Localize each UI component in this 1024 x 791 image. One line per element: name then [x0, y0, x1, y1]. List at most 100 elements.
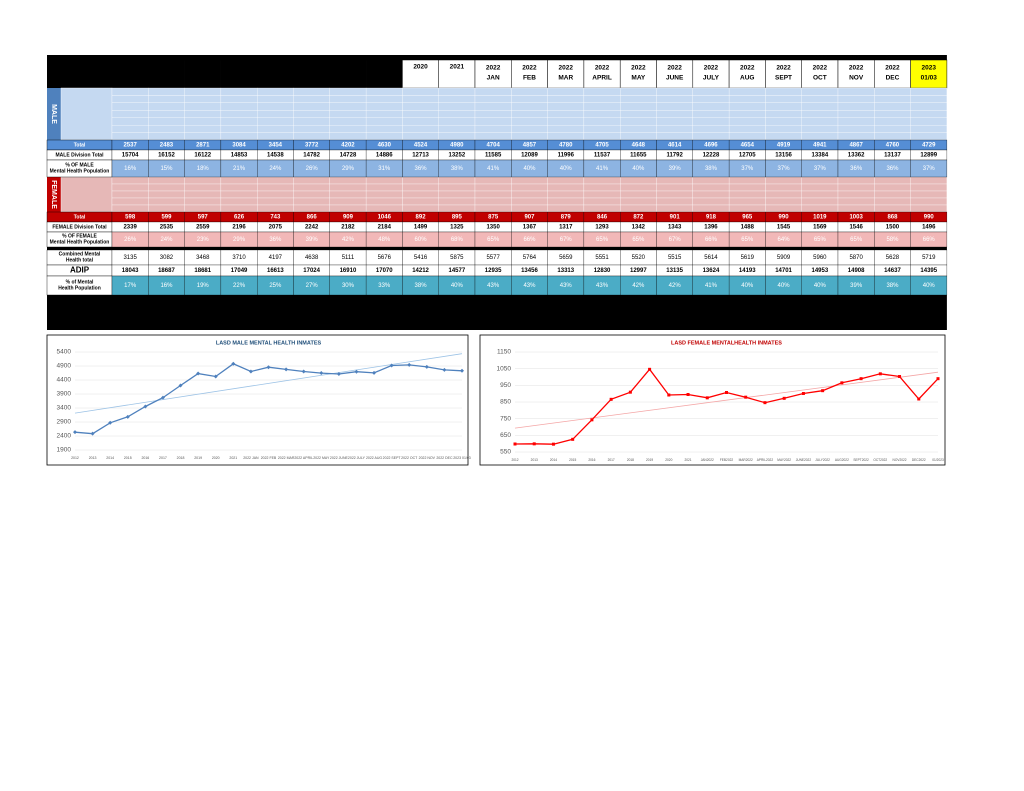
male-detail-cell: [365, 102, 403, 111]
male-detail-cell: [728, 124, 766, 133]
male-detail-cell: [511, 110, 548, 118]
header-cell: [656, 59, 694, 89]
data-point: [389, 363, 394, 368]
row-label-line: % OF MALE: [65, 163, 94, 169]
separator: [47, 247, 947, 250]
male-detail-cell: [438, 132, 476, 141]
cell-value: 14701: [775, 268, 792, 274]
male-detail-cell: [874, 132, 911, 141]
male-detail-cell: [620, 117, 657, 126]
cell-value: 15704: [122, 153, 139, 159]
female-detail-cell: [402, 197, 439, 206]
x-tick-label: 01/2023: [932, 458, 944, 462]
data-point: [301, 369, 306, 374]
row-label-line: Combined Mental: [59, 252, 101, 258]
x-tick-label: 2018: [627, 458, 634, 462]
male-detail-cell: [692, 95, 730, 104]
male-detail-cell: [293, 102, 330, 111]
cell-value: 37%: [778, 166, 791, 172]
male-detail-cell: [293, 95, 330, 104]
male-detail-cell: [438, 117, 476, 126]
cell-value: 5416: [414, 255, 428, 261]
cell-value: 42%: [632, 283, 645, 289]
female-detail-cell: [438, 190, 476, 199]
header-cell: [365, 59, 403, 89]
male-detail-cell: [547, 110, 585, 118]
cell-value: 38%: [886, 283, 899, 289]
male-detail-cell: [111, 132, 149, 141]
female-detail-cell: [656, 183, 693, 192]
male-detail-cell: [148, 117, 185, 126]
cell-value: 1317: [559, 225, 573, 231]
female-detail-cell: [583, 183, 621, 192]
x-tick-label: JULY2022: [815, 458, 830, 462]
cell-value: 597: [198, 215, 209, 221]
female-detail-cell: [293, 197, 330, 206]
cell-value: 2242: [305, 225, 319, 231]
female-detail-cell: [511, 176, 548, 185]
cell-value: 18043: [122, 268, 139, 274]
cell-value: 40%: [814, 283, 827, 289]
female-detail-cell: [184, 176, 222, 185]
cell-value: 24%: [269, 166, 282, 172]
cell-value: 66%: [923, 237, 936, 243]
cell-value: 1546: [849, 225, 863, 231]
cell-value: 14953: [812, 268, 829, 274]
cell-value: 5960: [813, 255, 827, 261]
header-cell: [910, 59, 948, 89]
data-point: [878, 372, 882, 376]
male-detail-cell: [656, 95, 693, 104]
male-detail-cell: [148, 102, 185, 111]
row-label: MALE Division Total: [56, 152, 105, 158]
x-tick-label: 2022 FEB: [261, 456, 277, 460]
x-tick-label: 2016: [588, 458, 595, 462]
male-detail-side-label: MALE: [50, 104, 57, 124]
cell-value: 40%: [523, 166, 536, 172]
cell-value: 27%: [306, 283, 319, 289]
cell-value: 58%: [886, 237, 899, 243]
cell-value: 1499: [414, 225, 428, 231]
data-point: [609, 397, 613, 401]
male-detail-cell: [765, 102, 802, 111]
female-detail-cell: [220, 176, 258, 185]
male-detail-cell: [837, 132, 875, 141]
male-detail-cell: [148, 124, 185, 133]
male-detail-cell: [474, 117, 512, 126]
cell-value: 1569: [813, 225, 827, 231]
y-tick-label: 5400: [57, 349, 72, 356]
female-detail-cell: [656, 190, 693, 199]
cell-value: 868: [887, 215, 898, 221]
cell-value: 14853: [231, 153, 248, 159]
female-detail-cell: [837, 197, 875, 206]
data-point: [744, 395, 748, 399]
cell-value: 15%: [160, 166, 173, 172]
cell-value: 3468: [196, 255, 210, 261]
female-detail-cell: [293, 204, 330, 213]
data-point: [160, 395, 165, 400]
header-month: APRIL: [592, 75, 612, 82]
female-detail-cell: [402, 176, 439, 185]
female-detail-cell: [511, 183, 548, 192]
male-detail-cell: [692, 102, 730, 111]
cell-value: 2535: [160, 225, 174, 231]
female-detail-cell: [402, 183, 439, 192]
x-tick-label: 2014: [106, 456, 114, 460]
y-tick-label: 3400: [57, 405, 72, 412]
male-detail-cell: [329, 117, 367, 126]
header-month: OCT: [813, 75, 827, 82]
header-band: [47, 55, 947, 60]
cell-value: 16%: [124, 166, 137, 172]
male-detail-cell: [801, 102, 839, 111]
cell-value: 1343: [668, 225, 682, 231]
x-tick-label: 2018: [177, 456, 185, 460]
male-detail-cell: [874, 110, 911, 118]
cell-value: 14886: [376, 153, 393, 159]
male-detail-cell: [184, 124, 222, 133]
male-detail-cell: [474, 95, 512, 104]
cell-value: 38%: [451, 166, 464, 172]
male-detail-cell: [728, 110, 766, 118]
header-year: 2022: [704, 65, 719, 72]
cell-value: 5719: [922, 255, 936, 261]
male-detail-cell: [910, 124, 948, 133]
female-detail-cell: [656, 197, 693, 206]
